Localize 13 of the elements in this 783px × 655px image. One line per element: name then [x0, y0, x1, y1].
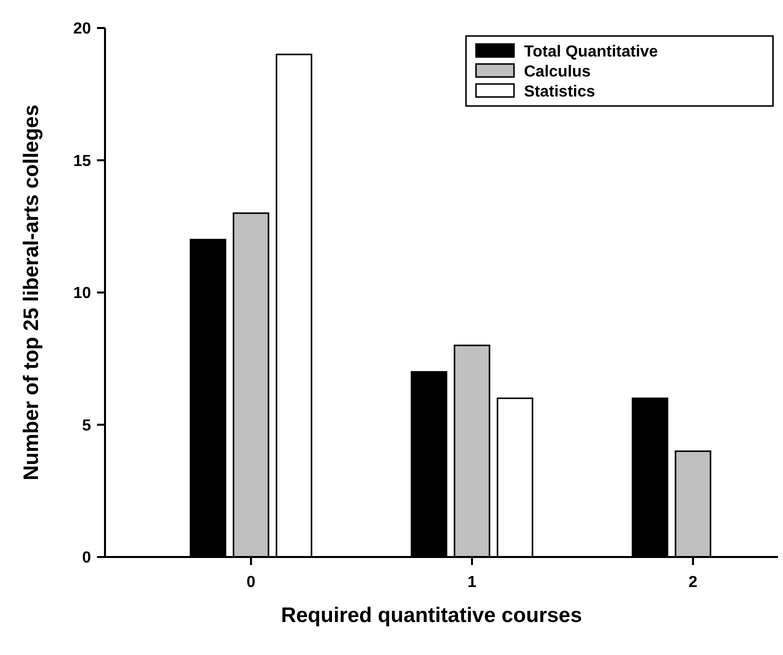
y-axis-title: Number of top 25 liberal-arts colleges: [20, 104, 43, 480]
legend-label: Calculus: [524, 64, 591, 81]
y-tick-label: 5: [82, 417, 92, 434]
y-tick-label: 0: [82, 550, 92, 567]
x-tick-label: 1: [468, 574, 477, 591]
legend-label: Total Quantitative: [524, 44, 658, 61]
y-tick-label: 15: [73, 152, 92, 170]
y-tick-label: 10: [73, 285, 92, 302]
x-tick-label: 2: [688, 574, 698, 591]
x-axis-title: Required quantitative courses: [280, 604, 582, 627]
legend-label: Statistics: [524, 84, 596, 101]
x-tick-label: 0: [246, 574, 256, 591]
y-tick-label: 20: [73, 20, 92, 38]
